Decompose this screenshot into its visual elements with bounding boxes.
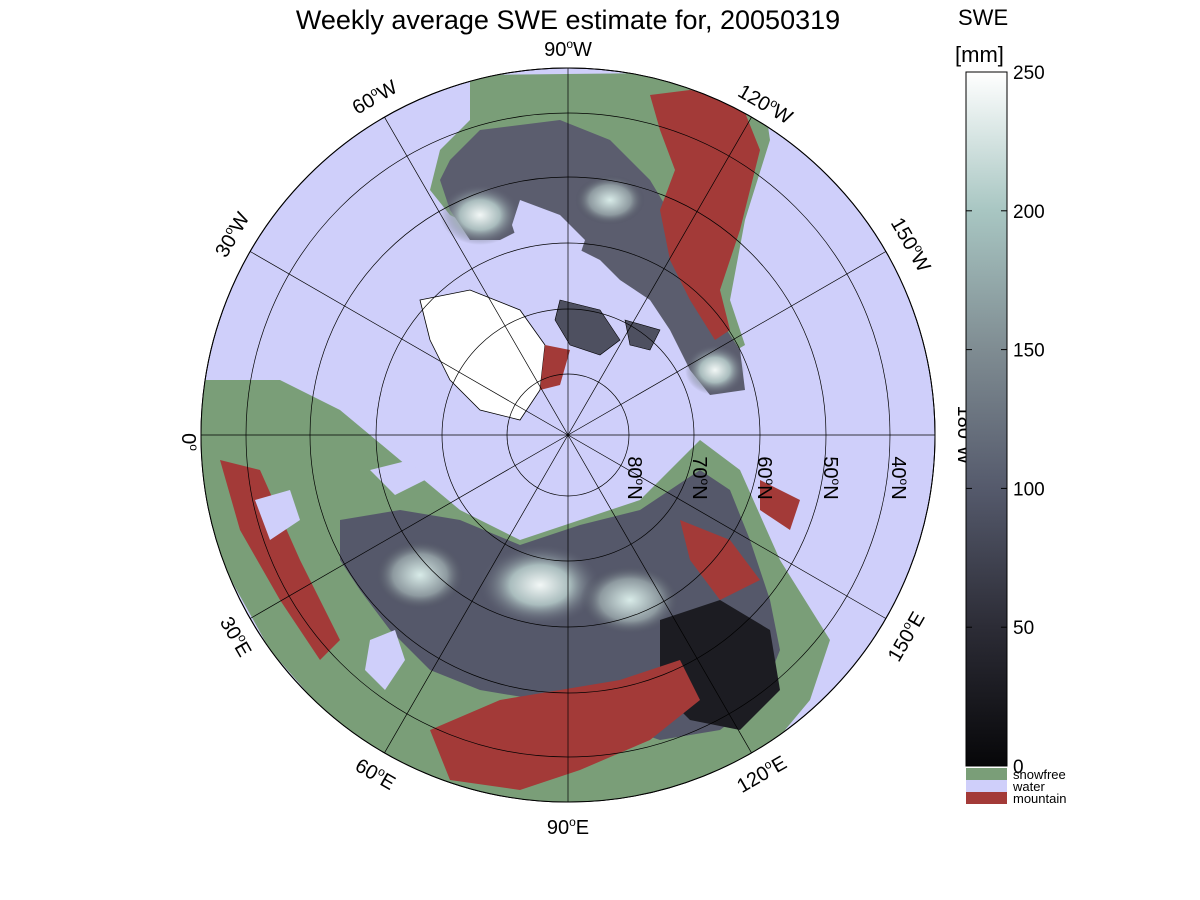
colorbar-label-swe: SWE	[958, 5, 1008, 30]
polar-map	[200, 67, 936, 803]
hudson-bay	[512, 200, 585, 272]
kamchatka	[760, 480, 800, 530]
central-asia-mountains	[430, 660, 700, 790]
legend-swatch-mountain	[966, 792, 1007, 804]
svalbard-mountain	[540, 345, 570, 390]
graticule	[201, 68, 935, 802]
land-layers	[201, 72, 830, 802]
colorbar-tick-label: 250	[1013, 63, 1045, 84]
colorbar-gradient	[965, 71, 1008, 767]
colorbar-tick-label: 100	[1013, 479, 1045, 500]
latitude-labels: 80oN 70oN 60oN 50oN 40oN	[623, 456, 911, 499]
lon-label-60e: 60oE	[351, 753, 400, 795]
category-legend: snowfree water mountain	[966, 767, 1066, 806]
lon-label-90e: 90oE	[547, 815, 589, 839]
legend-swatch-water	[966, 780, 1007, 792]
legend-swatch-snowfree	[966, 768, 1007, 780]
legend-label-mountain: mountain	[1013, 791, 1066, 806]
greenland	[419, 289, 546, 421]
map-title: Weekly average SWE estimate for, 2005031…	[296, 5, 840, 35]
colorbar: SWE [mm] 0 50 100 150 200 250	[955, 5, 1045, 778]
north-america-snow	[440, 120, 745, 395]
rocky-mountains	[650, 90, 760, 340]
lon-label-0: 0o	[177, 433, 201, 451]
lat-label-40n: 40oN	[887, 456, 911, 499]
colorbar-ticks: 0 50 100 150 200 250	[966, 63, 1045, 778]
baltic-sea	[255, 490, 300, 540]
white-sea	[370, 460, 425, 495]
legend-label-snowfree: snowfree	[1013, 767, 1066, 782]
lat-label-60n: 60oN	[753, 456, 777, 499]
lat-label-80n: 80oN	[623, 456, 647, 499]
colorbar-tick-label: 50	[1013, 618, 1034, 639]
lon-label-150e: 150oE	[882, 607, 929, 665]
legend-label-water: water	[1012, 779, 1045, 794]
colorbar-label-unit: [mm]	[955, 42, 1004, 67]
far-east-mountains	[680, 520, 760, 600]
caspian-sea	[365, 630, 405, 690]
lat-label-70n: 70oN	[688, 456, 712, 499]
colorbar-tick-label: 150	[1013, 341, 1045, 362]
colorbar-tick-label: 200	[1013, 202, 1045, 223]
lat-label-50n: 50oN	[819, 456, 843, 499]
lon-label-30w: 30oW	[210, 208, 255, 262]
colorbar-tick-label: 0	[1013, 757, 1024, 778]
lon-label-90w: 90oW	[544, 37, 592, 61]
arctic-islands	[554, 299, 661, 356]
scandinavian-mountains	[220, 460, 340, 660]
